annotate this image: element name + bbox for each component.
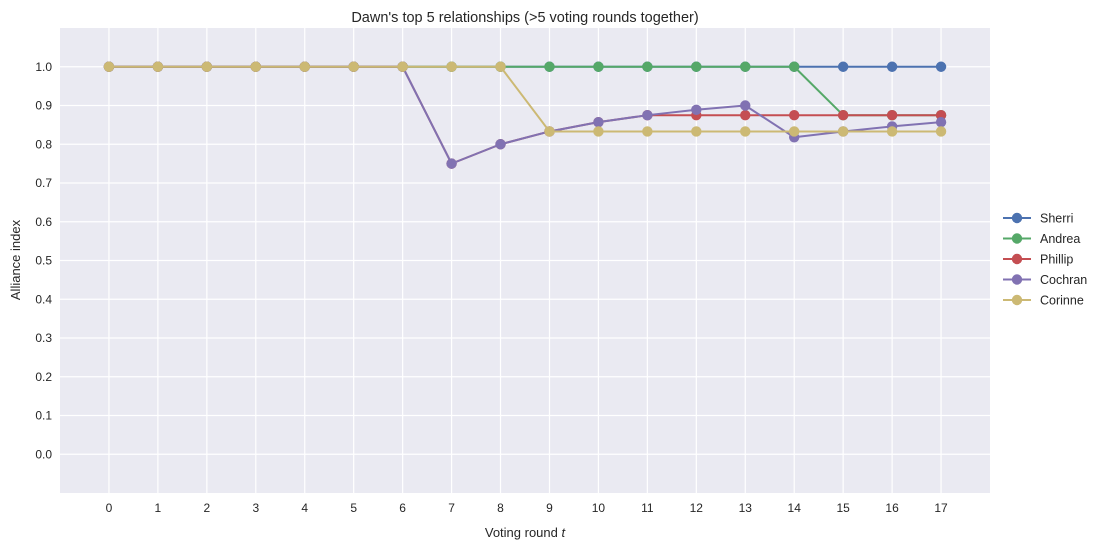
x-tick-label: 8 [497, 501, 504, 515]
x-tick-label: 2 [203, 501, 210, 515]
y-tick-label: 1.0 [35, 60, 52, 74]
data-point-corinne [299, 61, 310, 72]
data-point-phillip [789, 109, 800, 121]
data-point-corinne [103, 61, 115, 72]
data-point-cochran [740, 100, 751, 111]
data-point-cochran [495, 139, 506, 150]
data-point-andrea [691, 61, 702, 72]
data-point-phillip [740, 109, 751, 121]
data-point-cochran [642, 109, 653, 121]
data-point-corinne [495, 61, 506, 72]
series-layer [103, 61, 947, 169]
legend-marker [1011, 233, 1023, 244]
data-point-sherri [837, 61, 849, 72]
x-tick-label: 12 [690, 501, 704, 515]
y-tick-label: 0.4 [35, 292, 52, 306]
x-tick-label: 6 [399, 501, 406, 515]
legend-label: Corinne [1040, 294, 1084, 308]
x-tick-label: 15 [836, 501, 850, 515]
series-corinne [103, 61, 947, 137]
legend-marker [1011, 294, 1023, 306]
y-tick-label: 0.2 [35, 370, 52, 384]
data-point-corinne [789, 126, 800, 137]
data-point-corinne [886, 126, 898, 137]
data-point-corinne [250, 61, 261, 72]
x-axis-title: Voting round t [485, 525, 567, 540]
x-tick-labels: 0 1 2 3 4 5 6 7 8 9 10 11 12 13 14 15 16 17 [106, 501, 948, 515]
y-tick-label: 0.7 [35, 176, 52, 190]
x-tick-label: 13 [739, 501, 753, 515]
y-tick-labels: 0.0 0.1 0.2 0.3 0.4 0.5 0.6 0.7 0.8 0.9 1.0 [35, 60, 52, 462]
x-axis-label: Voting round [485, 525, 558, 540]
legend-marker [1011, 212, 1023, 224]
legend: Sherri Andrea Phillip Cochran Corinne [1003, 212, 1087, 308]
data-point-andrea [593, 61, 604, 72]
data-point-phillip [886, 109, 898, 121]
legend-item-cochran: Cochran [1003, 273, 1087, 287]
data-point-corinne [152, 61, 164, 72]
legend-label: Sherri [1040, 212, 1073, 226]
data-point-andrea [740, 61, 751, 72]
data-point-corinne [642, 126, 653, 137]
series-line-corinne [108, 65, 942, 133]
x-axis-variable: t [562, 525, 567, 540]
y-tick-label: 0.9 [35, 99, 52, 113]
legend-item-phillip: Phillip [1003, 253, 1073, 267]
data-point-phillip [837, 109, 849, 121]
x-tick-label: 17 [934, 501, 948, 515]
x-tick-label: 10 [592, 501, 606, 515]
data-point-andrea [789, 61, 800, 72]
legend-marker [1011, 274, 1023, 285]
y-axis-title: Alliance index [8, 219, 23, 300]
data-point-corinne [593, 126, 604, 137]
legend-label: Andrea [1040, 232, 1080, 246]
x-tick-label: 1 [155, 501, 162, 515]
legend-label: Cochran [1040, 273, 1087, 287]
y-tick-label: 0.5 [35, 254, 52, 268]
data-point-corinne [740, 126, 751, 137]
data-point-corinne [397, 61, 408, 72]
x-tick-label: 7 [448, 501, 455, 515]
y-tick-label: 0.8 [35, 137, 52, 151]
data-point-cochran [691, 104, 702, 115]
data-point-corinne [837, 126, 849, 137]
x-tick-label: 3 [252, 501, 259, 515]
x-tick-label: 4 [301, 501, 308, 515]
data-point-sherri [886, 61, 898, 72]
legend-item-sherri: Sherri [1003, 212, 1073, 226]
data-point-andrea [544, 61, 555, 72]
legend-item-andrea: Andrea [1003, 232, 1080, 246]
legend-label: Phillip [1040, 253, 1073, 267]
y-tick-label: 0.3 [35, 331, 52, 345]
y-tick-label: 0.0 [35, 447, 52, 461]
data-point-andrea [642, 61, 653, 72]
data-point-cochran [593, 116, 604, 128]
legend-marker [1011, 253, 1023, 265]
y-tick-label: 0.1 [35, 409, 52, 423]
y-tick-label: 0.6 [35, 215, 52, 229]
chart-title: Dawn's top 5 relationships (>5 voting ro… [351, 10, 698, 26]
data-point-sherri [935, 61, 947, 72]
legend-item-corinne: Corinne [1003, 294, 1084, 308]
data-point-corinne [201, 61, 213, 72]
data-point-cochran [935, 116, 947, 128]
x-tick-label: 16 [885, 501, 899, 515]
x-tick-label: 0 [106, 501, 113, 515]
data-point-corinne [446, 61, 457, 72]
x-tick-label: 5 [350, 501, 357, 515]
x-tick-label: 11 [641, 501, 654, 515]
data-point-cochran [446, 158, 457, 169]
data-point-corinne [935, 126, 947, 137]
data-point-corinne [691, 126, 702, 137]
data-point-corinne [348, 61, 359, 72]
data-point-corinne [544, 126, 555, 137]
x-tick-label: 14 [788, 501, 802, 515]
x-tick-label: 9 [546, 501, 553, 515]
